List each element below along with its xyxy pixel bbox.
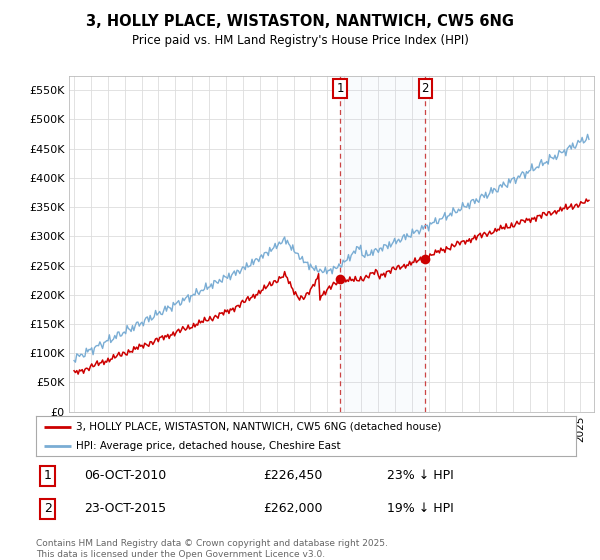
Text: 23% ↓ HPI: 23% ↓ HPI	[387, 469, 454, 482]
Text: 23-OCT-2015: 23-OCT-2015	[85, 502, 167, 515]
Bar	[340, 76, 425, 412]
Text: 2: 2	[422, 82, 429, 95]
Text: 19% ↓ HPI: 19% ↓ HPI	[387, 502, 454, 515]
Text: 06-OCT-2010: 06-OCT-2010	[85, 469, 167, 482]
Text: Contains HM Land Registry data © Crown copyright and database right 2025.
This d: Contains HM Land Registry data © Crown c…	[36, 539, 388, 559]
Text: 2: 2	[44, 502, 52, 515]
Text: £226,450: £226,450	[263, 469, 322, 482]
Text: 1: 1	[337, 82, 344, 95]
Text: Price paid vs. HM Land Registry's House Price Index (HPI): Price paid vs. HM Land Registry's House …	[131, 34, 469, 46]
Text: 1: 1	[44, 469, 52, 482]
Text: £262,000: £262,000	[263, 502, 322, 515]
Text: 3, HOLLY PLACE, WISTASTON, NANTWICH, CW5 6NG (detached house): 3, HOLLY PLACE, WISTASTON, NANTWICH, CW5…	[77, 422, 442, 432]
Text: 3, HOLLY PLACE, WISTASTON, NANTWICH, CW5 6NG: 3, HOLLY PLACE, WISTASTON, NANTWICH, CW5…	[86, 14, 514, 29]
Text: HPI: Average price, detached house, Cheshire East: HPI: Average price, detached house, Ches…	[77, 441, 341, 450]
